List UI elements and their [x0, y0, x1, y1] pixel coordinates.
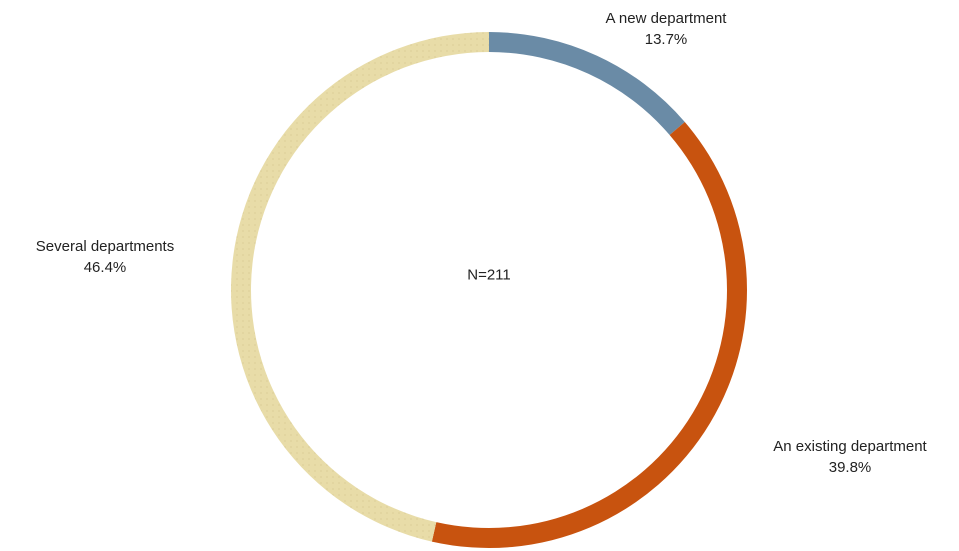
slice-value-several-departments: 46.4% [83, 259, 127, 276]
slice-label-existing-department: An existing department 39.8% [773, 436, 926, 478]
slice-label-new-department: A new department 13.7% [606, 8, 727, 50]
slice-label-several-departments: Several departments 46.4% [36, 236, 174, 278]
slice-category-existing-department: An existing department [773, 438, 927, 455]
slice-existing-department [431, 121, 747, 549]
donut-slices [231, 32, 747, 549]
slice-value-new-department: 13.7% [644, 31, 688, 48]
slice-category-new-department: A new department [605, 10, 727, 27]
slice-several-departments [231, 32, 490, 542]
slice-category-several-departments: Several departments [35, 238, 175, 255]
slice-new-department [489, 32, 685, 136]
center-n-label: N=211 [467, 266, 511, 284]
slice-value-existing-department: 39.8% [828, 459, 872, 476]
